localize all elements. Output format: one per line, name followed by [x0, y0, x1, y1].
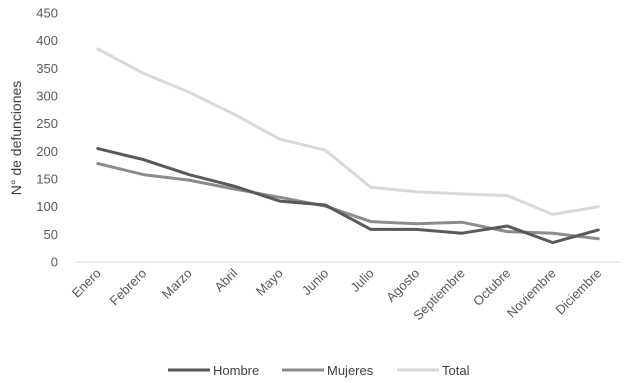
x-tick-label: Diciembre — [552, 266, 604, 318]
y-axis-label: N° de defunciones — [8, 81, 24, 196]
y-tick-labels: 0 50 100 150 200 250 300 350 400 450 — [36, 6, 58, 270]
x-tick-labels: Enero Febrero Marzo Abril Mayo Junio Julio Agos… — [69, 265, 605, 323]
legend-label: Total — [442, 363, 470, 378]
y-tick-label: 300 — [36, 89, 58, 104]
x-tick-label: Noviembre — [504, 266, 559, 321]
x-tick-label: Febrero — [107, 266, 150, 309]
legend: Hombre Mujeres Total — [168, 363, 470, 378]
legend-label: Hombre — [213, 363, 259, 378]
x-tick-label: Marzo — [159, 266, 195, 302]
y-tick-label: 0 — [51, 255, 58, 270]
x-tick-label: Junio — [299, 266, 332, 299]
y-tick-label: 150 — [36, 172, 58, 187]
x-tick-label: Mayo — [253, 266, 286, 299]
y-tick-label: 250 — [36, 116, 58, 131]
legend-item-hombre: Hombre — [168, 363, 259, 378]
legend-item-mujeres: Mujeres — [282, 363, 374, 378]
x-tick-label: Enero — [69, 266, 104, 301]
legend-label: Mujeres — [327, 363, 374, 378]
y-tick-label: 350 — [36, 61, 58, 76]
series-line-hombre — [96, 147, 600, 245]
series-line-mujeres — [96, 162, 600, 241]
y-tick-label: 200 — [36, 144, 58, 159]
series-lines — [96, 47, 600, 245]
x-tick-label: Agosto — [383, 266, 422, 305]
series-line-total — [96, 47, 600, 216]
legend-item-total: Total — [397, 363, 470, 378]
x-tick-label: Abril — [211, 265, 240, 294]
x-tick-label: Octubre — [470, 266, 513, 309]
y-tick-label: 50 — [44, 227, 58, 242]
y-tick-label: 450 — [36, 6, 58, 21]
y-tick-label: 100 — [36, 199, 58, 214]
x-tick-label: Julio — [347, 266, 377, 296]
y-tick-label: 400 — [36, 33, 58, 48]
